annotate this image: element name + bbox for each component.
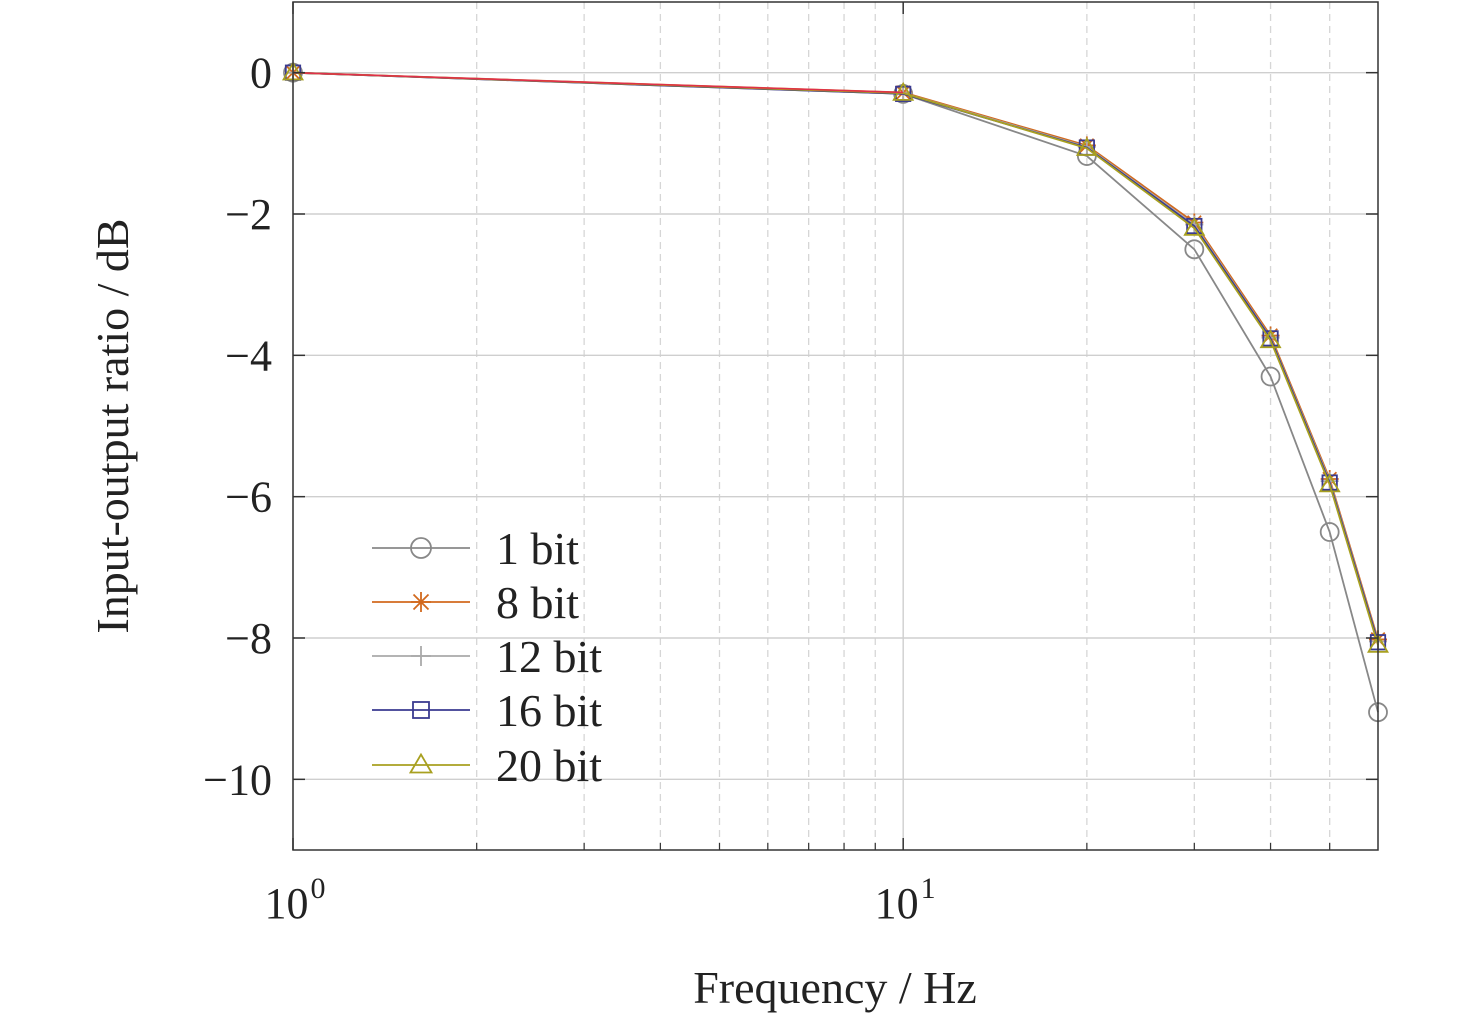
legend-item: 12 bit xyxy=(372,631,602,682)
marker-triangle xyxy=(408,752,434,774)
marker-triangle xyxy=(1075,137,1098,156)
legend-label: 1 bit xyxy=(496,523,579,574)
marker-star-d2 xyxy=(412,593,430,611)
marker-triangle xyxy=(1183,216,1206,236)
legend-item: 20 bit xyxy=(372,740,602,791)
series-line xyxy=(292,71,1379,646)
legend-item: 16 bit xyxy=(372,685,602,736)
y-axis-label: Input-output ratio / dB xyxy=(87,218,138,633)
marker-circle xyxy=(1319,522,1340,542)
y-tick-label: −10 xyxy=(203,755,272,804)
marker-square xyxy=(412,701,430,719)
x-tick-label: 101 xyxy=(875,872,936,928)
legend-label: 16 bit xyxy=(496,685,602,736)
legend-label: 12 bit xyxy=(496,631,602,682)
marker-triangle xyxy=(1259,329,1282,349)
marker-plus xyxy=(411,646,431,666)
marker-circle xyxy=(1184,239,1205,260)
plot-frame xyxy=(292,1,1379,851)
marker-square xyxy=(895,85,912,102)
marker-star xyxy=(411,592,431,612)
y-tick-label: −4 xyxy=(225,331,272,380)
x-axis-label: Frequency / Hz xyxy=(693,962,977,1013)
y-tick-label: −2 xyxy=(225,190,272,239)
y-tick-label: −6 xyxy=(225,473,272,522)
y-tick-label: −8 xyxy=(225,614,272,663)
marker-circle xyxy=(410,537,432,559)
legend-label: 20 bit xyxy=(496,740,602,791)
ticks: 0 −2 −4 −6 −8 −10 100 101 xyxy=(203,2,1378,928)
legend-item: 1 bit xyxy=(372,523,579,574)
marker-triangle xyxy=(1318,473,1341,493)
overlap-line xyxy=(292,71,904,94)
x-tick-label: 100 xyxy=(265,872,326,928)
series-layer xyxy=(281,61,1390,723)
y-tick-label: 0 xyxy=(250,49,272,98)
legend-item: 8 bit xyxy=(372,577,579,628)
plot-area xyxy=(293,2,1378,850)
marker-circle xyxy=(1260,366,1281,387)
legend-label: 8 bit xyxy=(496,577,579,628)
